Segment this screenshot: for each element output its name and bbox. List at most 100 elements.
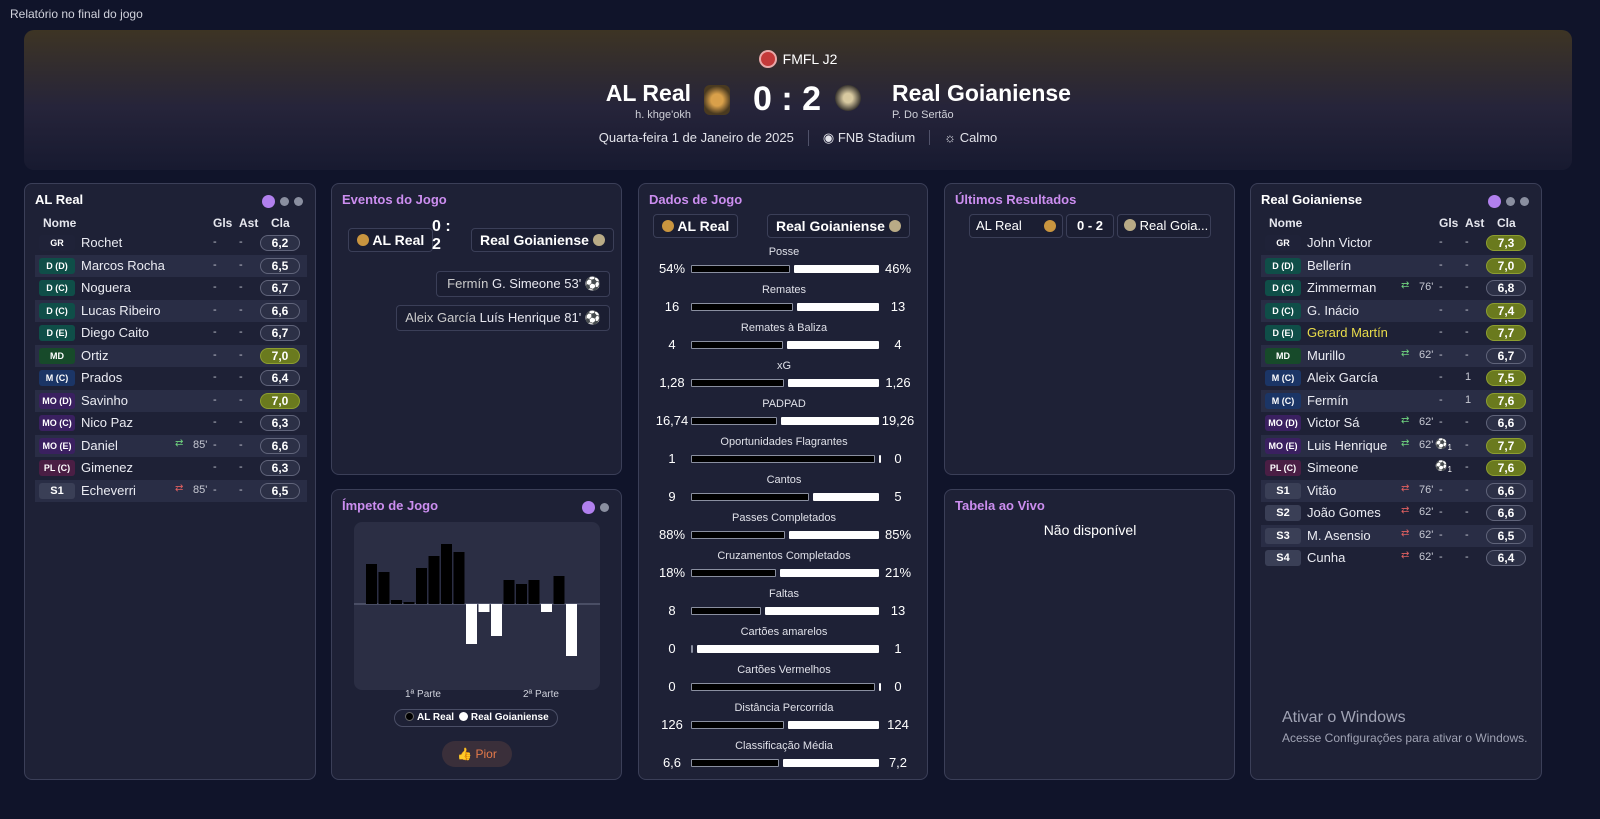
pager-dot-3[interactable] (294, 197, 303, 207)
player-row[interactable]: D (D) Marcos Rocha - - 6,5 (35, 254, 307, 277)
col-goals[interactable]: Gls (213, 216, 233, 230)
player-name[interactable]: G. Inácio (1307, 302, 1360, 318)
stat-name: Remates à Baliza (740, 322, 828, 334)
goal-event[interactable]: Aleix García Luís Henrique 81' ⚽ (396, 305, 610, 331)
player-name[interactable]: Rochet (81, 235, 123, 250)
col-rating[interactable]: Cla (1497, 216, 1516, 230)
pager-dot-1[interactable] (262, 195, 275, 209)
events-away-team[interactable]: Real Goianiense (471, 228, 614, 252)
stat-row: Passes Completados 88% 85% (639, 512, 929, 550)
worse-button[interactable]: 👍 Pior (442, 741, 512, 767)
player-row[interactable]: PL (C) Simeone ⚽1 - 7,6 (1261, 457, 1533, 480)
player-row[interactable]: D (C) G. Inácio - - 7,4 (1261, 299, 1533, 322)
sub-in-icon: ⇄ (175, 482, 184, 494)
pager-dot-1[interactable] (582, 501, 595, 515)
events-home-team[interactable]: AL Real (348, 228, 434, 252)
player-name[interactable]: Nico Paz (81, 415, 134, 430)
stats-away-label: Real Goianiense (776, 218, 885, 234)
player-row[interactable]: S4 Cunha ⇄ 62' - -6,4 (1261, 547, 1533, 570)
player-assists: - (1465, 326, 1469, 338)
stats-home-team[interactable]: AL Real (653, 214, 739, 238)
player-name[interactable]: Luis Henrique (1307, 437, 1388, 453)
player-row[interactable]: S1 Vitão ⇄ 76' - -6,6 (1261, 479, 1533, 502)
momentum-bar-home (428, 556, 440, 604)
stat-away-bar (794, 265, 879, 273)
player-row[interactable]: GR Rochet - - 6,2 (35, 232, 307, 255)
result-home-label: AL Real (976, 218, 1022, 233)
player-name[interactable]: Victor Sá (1307, 415, 1360, 430)
pager-dot-2[interactable] (1506, 197, 1515, 207)
player-name[interactable]: John Victor (1307, 235, 1372, 250)
player-rating: 6,6 (1486, 415, 1526, 431)
player-name[interactable]: Vitão (1307, 482, 1337, 498)
pager-dot-1[interactable] (1488, 195, 1501, 209)
player-name[interactable]: Daniel (81, 437, 118, 453)
player-row[interactable]: GR John Victor - - 7,3 (1261, 232, 1533, 255)
result-score-label: 0 - 2 (1076, 218, 1103, 233)
player-row[interactable]: MO (C) Nico Paz - - 6,3 (35, 412, 307, 435)
player-name[interactable]: Prados (81, 370, 123, 385)
col-name[interactable]: Nome (43, 216, 77, 230)
player-name[interactable]: Gerard Martín (1307, 325, 1388, 340)
player-name[interactable]: João Gomes (1307, 505, 1381, 520)
player-name[interactable]: Marcos Rocha (81, 257, 165, 273)
away-team[interactable]: Real Goianiense P. Do Sertão (892, 80, 1071, 121)
stats-away-team[interactable]: Real Goianiense (767, 214, 910, 238)
player-name[interactable]: Echeverri (81, 482, 136, 498)
stadium[interactable]: ◉ FNB Stadium (807, 130, 929, 146)
player-name[interactable]: Lucas Ribeiro (81, 302, 161, 318)
player-row[interactable]: D (E) Diego Caito - - 6,7 (35, 322, 307, 345)
home-team[interactable]: AL Real h. khge'okh (606, 80, 691, 121)
player-row[interactable]: MO (E) Daniel ⇄ 85' - -6,6 (35, 434, 307, 457)
player-name[interactable]: Fermín (1307, 392, 1349, 408)
player-row[interactable]: MO (E) Luis Henrique ⇄ 62' ⚽1- 7,7 (1261, 434, 1533, 457)
player-name[interactable]: Murillo (1307, 347, 1346, 363)
player-row[interactable]: D (C) Lucas Ribeiro - - 6,6 (35, 299, 307, 322)
pager-dot-3[interactable] (1520, 197, 1529, 207)
home-squad-header: Nome Gls Ast Cla (41, 216, 307, 230)
stat-home-value: 16,74 (655, 413, 689, 428)
col-rating[interactable]: Cla (271, 216, 290, 230)
player-name[interactable]: M. Asensio (1307, 527, 1371, 543)
player-name[interactable]: Diego Caito (81, 325, 149, 340)
player-row[interactable]: D (C) Zimmerman ⇄ 76' - -6,8 (1261, 277, 1533, 300)
player-row[interactable]: MD Murillo ⇄ 62' - -6,7 (1261, 344, 1533, 367)
momentum-bar-home (366, 564, 377, 604)
player-row[interactable]: S3 M. Asensio ⇄ 62' - -6,5 (1261, 524, 1533, 547)
col-name[interactable]: Nome (1269, 216, 1303, 230)
stat-name: Cartões amarelos (740, 626, 828, 638)
col-assists[interactable]: Ast (1465, 216, 1485, 230)
col-assists[interactable]: Ast (239, 216, 259, 230)
player-row[interactable]: MD Ortiz - - 7,0 (35, 344, 307, 367)
player-row[interactable]: M (C) Aleix García - 1 7,5 (1261, 367, 1533, 390)
player-name[interactable]: Simeone (1307, 460, 1359, 475)
player-row[interactable]: MO (D) Savinho - - 7,0 (35, 389, 307, 412)
player-row[interactable]: S1 Echeverri ⇄ 85' - -6,5 (35, 479, 307, 502)
player-name[interactable]: Cunha (1307, 550, 1346, 565)
goal-event[interactable]: Fermín G. Simeone 53' ⚽ (436, 271, 610, 297)
pager-dot-2[interactable] (600, 503, 609, 513)
player-name[interactable]: Bellerín (1307, 257, 1352, 273)
player-row[interactable]: D (E) Gerard Martín - - 7,7 (1261, 322, 1533, 345)
player-name[interactable]: Zimmerman (1307, 280, 1377, 295)
competition[interactable]: FMFL J2 (24, 50, 1572, 68)
position-badge: MO (E) (1265, 437, 1301, 454)
stats-home-label: AL Real (677, 218, 730, 234)
player-name[interactable]: Noguera (81, 280, 131, 295)
player-name[interactable]: Gimenez (81, 460, 134, 475)
pager-dot-2[interactable] (280, 197, 289, 207)
player-name[interactable]: Savinho (81, 392, 128, 408)
player-name[interactable]: Aleix García (1307, 370, 1378, 385)
player-row[interactable]: PL (C) Gimenez - - 6,3 (35, 457, 307, 480)
player-row[interactable]: D (D) Bellerín - - 7,0 (1261, 254, 1533, 277)
player-rating: 6,2 (260, 235, 300, 251)
position-badge: S2 (1265, 505, 1301, 521)
stat-row: Faltas 8 13 (639, 588, 929, 626)
player-row[interactable]: D (C) Noguera - - 6,7 (35, 277, 307, 300)
col-goals[interactable]: Gls (1439, 216, 1459, 230)
player-row[interactable]: MO (D) Victor Sá ⇄ 62' - -6,6 (1261, 412, 1533, 435)
player-name[interactable]: Ortiz (81, 347, 109, 363)
player-row[interactable]: M (C) Prados - - 6,4 (35, 367, 307, 390)
player-row[interactable]: M (C) Fermín - 1 7,6 (1261, 389, 1533, 412)
player-row[interactable]: S2 João Gomes ⇄ 62' - -6,6 (1261, 502, 1533, 525)
